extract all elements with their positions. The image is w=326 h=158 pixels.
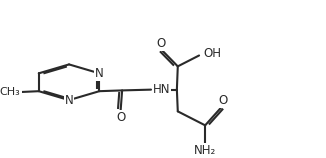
Text: O: O: [156, 36, 166, 50]
Text: NH₂: NH₂: [194, 144, 216, 157]
Text: O: O: [219, 94, 228, 107]
Text: OH: OH: [203, 47, 221, 60]
Text: CH₃: CH₃: [0, 87, 21, 97]
Text: N: N: [95, 67, 104, 80]
Text: HN: HN: [153, 83, 170, 96]
Text: O: O: [116, 111, 125, 124]
Text: N: N: [65, 94, 73, 107]
